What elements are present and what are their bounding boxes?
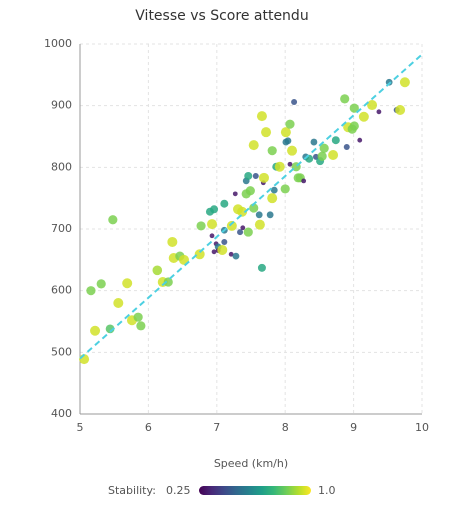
- point: [257, 263, 266, 272]
- point: [178, 254, 189, 265]
- x-tick-label: 10: [415, 421, 429, 434]
- chart-title: Vitesse vs Score attendu: [135, 8, 308, 24]
- colorbar-max: 1.0: [318, 484, 336, 497]
- point: [274, 161, 285, 172]
- point: [284, 137, 292, 145]
- point: [240, 225, 246, 231]
- point: [343, 143, 350, 150]
- point: [248, 140, 259, 151]
- point: [267, 146, 277, 156]
- point: [237, 206, 248, 217]
- point: [255, 211, 263, 219]
- trend-line: [79, 53, 423, 360]
- point: [244, 171, 253, 180]
- point: [358, 111, 369, 122]
- x-tick-label: 6: [145, 421, 152, 434]
- point: [287, 161, 293, 167]
- y-tick-label: 800: [51, 160, 72, 173]
- y-tick-label: 500: [51, 345, 72, 358]
- point: [108, 215, 118, 225]
- point: [367, 100, 378, 111]
- point: [194, 249, 205, 260]
- point: [261, 127, 272, 138]
- point: [266, 211, 274, 219]
- point: [243, 227, 253, 237]
- point: [317, 151, 327, 161]
- y-tick-label: 700: [51, 222, 72, 235]
- x-tick-label: 9: [350, 421, 357, 434]
- point: [395, 104, 406, 115]
- point: [256, 111, 267, 122]
- point: [340, 94, 350, 104]
- x-tick-label: 8: [282, 421, 289, 434]
- point: [249, 203, 259, 213]
- point: [285, 119, 295, 129]
- point: [267, 193, 278, 204]
- point: [210, 205, 219, 214]
- y-tick-label: 1000: [44, 37, 72, 50]
- point: [209, 233, 215, 239]
- point: [280, 127, 291, 138]
- point: [331, 136, 340, 145]
- point: [254, 219, 265, 230]
- y-tick-label: 600: [51, 284, 72, 297]
- point: [232, 252, 240, 260]
- point: [122, 278, 133, 289]
- point: [90, 325, 101, 336]
- y-tick-label: 900: [51, 99, 72, 112]
- point: [96, 279, 106, 289]
- colorbar: [199, 486, 311, 495]
- point: [252, 172, 259, 179]
- point: [86, 286, 96, 296]
- point: [136, 321, 146, 331]
- point: [328, 150, 339, 160]
- point: [258, 172, 269, 183]
- point: [207, 219, 218, 230]
- point: [167, 236, 178, 247]
- point: [237, 229, 244, 236]
- point: [220, 199, 229, 208]
- point: [270, 186, 278, 194]
- point: [349, 103, 359, 113]
- point: [113, 298, 124, 308]
- point: [399, 77, 410, 88]
- colorbar-min: 0.25: [166, 484, 191, 497]
- point: [319, 143, 329, 153]
- x-axis-label: Speed (km/h): [214, 457, 288, 470]
- x-tick-label: 7: [213, 421, 220, 434]
- x-tick-label: 5: [77, 421, 84, 434]
- point: [232, 191, 238, 197]
- y-tick-label: 400: [51, 407, 72, 420]
- point: [226, 220, 237, 231]
- point: [357, 137, 363, 143]
- point: [133, 312, 143, 322]
- colorbar-label: Stability:: [108, 484, 156, 497]
- point: [349, 121, 359, 131]
- point: [280, 184, 290, 194]
- point: [291, 98, 298, 105]
- point: [287, 145, 298, 156]
- point: [196, 221, 206, 231]
- point: [245, 186, 255, 196]
- point: [376, 109, 382, 115]
- point: [163, 277, 173, 287]
- point: [221, 238, 228, 245]
- point: [211, 249, 217, 255]
- point: [310, 138, 318, 146]
- point: [152, 265, 163, 276]
- point: [228, 251, 234, 257]
- point: [301, 178, 307, 184]
- point: [217, 244, 228, 255]
